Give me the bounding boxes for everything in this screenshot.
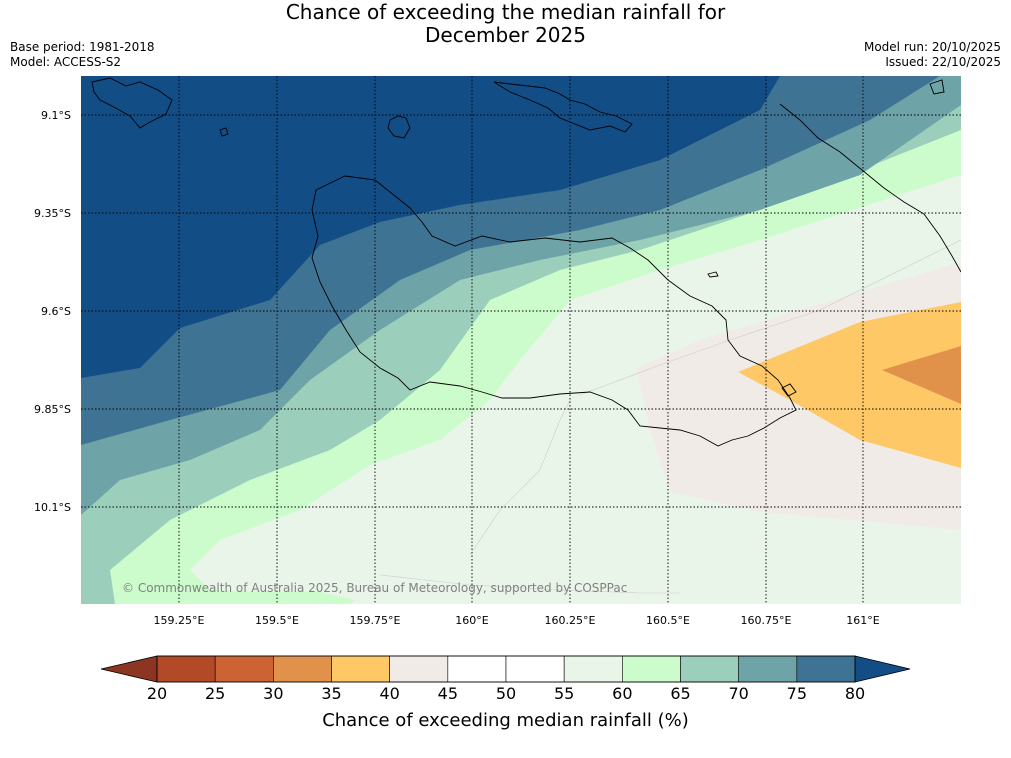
colorbar-cell [680, 655, 739, 683]
colorbar-cell [622, 655, 681, 683]
colorbar-cell [214, 655, 274, 683]
colorbar-over-arrow [854, 655, 911, 683]
title-line-1: Chance of exceeding the median rainfall … [285, 0, 726, 24]
coastline-guadalcanal [311, 175, 797, 447]
lon-label: 160°E [455, 614, 488, 627]
coastline-islet [929, 79, 945, 95]
lon-labels: 159.25°E 159.5°E 159.75°E 160°E 160.25°E… [154, 614, 880, 627]
colorbar-label: Chance of exceeding median rainfall (%) [322, 710, 689, 731]
colorbar-tick-label: 25 [204, 684, 226, 703]
colorbar [100, 655, 911, 683]
colorbar-tick-label: 60 [612, 684, 633, 703]
colorbar-tick-label: 45 [437, 684, 459, 703]
coastline-savo [387, 115, 411, 139]
lat-label: 9.1°S [41, 109, 71, 122]
colorbar-frame [156, 655, 856, 683]
base-period: Base period: 1981-2018 [10, 40, 155, 54]
coastline-islet [707, 271, 719, 278]
colorbar-cell [505, 655, 565, 683]
meta-left: Base period: 1981-2018 Model: ACCESS-S2 [10, 40, 155, 70]
colorbar-cell [738, 655, 798, 683]
colorbar-tick-label: 40 [379, 684, 400, 703]
colorbar-tick-label: 35 [321, 684, 342, 703]
colorbar-cell [447, 655, 507, 683]
model-name: Model: ACCESS-S2 [10, 55, 122, 69]
lon-label: 160.25°E [545, 614, 596, 627]
lat-label: 9.85°S [34, 403, 71, 416]
coastline-florida-islands [493, 81, 633, 133]
issued-date: Issued: 22/10/2025 [885, 55, 1001, 69]
coastline-malaita [779, 103, 961, 273]
colorbar-cell [389, 655, 449, 683]
lon-label: 161°E [846, 614, 879, 627]
coastline-islet [781, 383, 797, 397]
colorbar-cell [331, 655, 390, 683]
coastlines [91, 77, 961, 447]
lon-label: 159.25°E [154, 614, 205, 627]
colorbar-tick-label: 20 [146, 684, 168, 703]
colorbar-tick-label: 30 [263, 684, 284, 703]
coastline-russell-islands [91, 77, 173, 129]
coastline-islet [219, 127, 229, 137]
gridlines [81, 76, 961, 604]
colorbar-cell [563, 655, 623, 683]
lat-labels: 9.1°S 9.35°S 9.6°S 9.85°S 10.1°S [34, 109, 71, 514]
colorbar-tick-label: 50 [495, 684, 517, 703]
lon-label: 159.75°E [350, 614, 401, 627]
chart-title: Chance of exceeding the median rainfall … [0, 1, 1011, 47]
colorbar-cell [796, 655, 856, 683]
map-area: © Commonwealth of Australia 2025, Bureau… [81, 76, 961, 604]
lat-label: 9.6°S [41, 305, 71, 318]
colorbar-ticks: 20 25 30 35 40 45 50 55 60 65 70 75 80 [0, 684, 1011, 704]
lat-label: 10.1°S [34, 501, 71, 514]
band-over-80 [81, 76, 780, 378]
model-run: Model run: 20/10/2025 [863, 40, 1001, 54]
contour-line [379, 574, 680, 594]
meta-right: Model run: 20/10/2025 Issued: 22/10/2025 [864, 40, 1001, 70]
colorbar-cell [273, 655, 332, 683]
colorbar-cells [156, 655, 856, 683]
lon-label: 159.5°E [255, 614, 299, 627]
colorbar-tick-label: 70 [728, 684, 749, 703]
colorbar-cell [156, 655, 216, 683]
colorbar-tick-label: 80 [844, 684, 866, 703]
band-30-35 [882, 346, 961, 404]
lon-label: 160.5°E [646, 614, 690, 627]
colorbar-tick-label: 55 [553, 684, 575, 703]
contour-line [579, 239, 961, 396]
colorbar-under-arrow [100, 655, 158, 683]
lon-label: 160.75°E [741, 614, 792, 627]
colorbar-tick-label: 65 [670, 684, 691, 703]
title-line-2: December 2025 [425, 23, 586, 47]
copyright-note: © Commonwealth of Australia 2025, Bureau… [122, 581, 627, 595]
band-35-40 [738, 302, 961, 468]
contour-line [469, 399, 571, 556]
lat-label: 9.35°S [34, 207, 71, 220]
colorbar-tick-label: 75 [786, 684, 808, 703]
